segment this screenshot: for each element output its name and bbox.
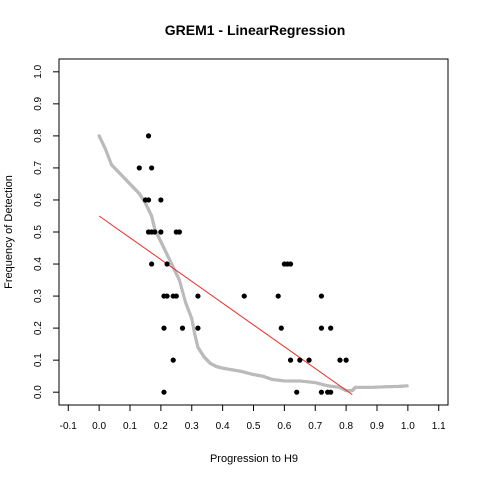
smooth-curve: [97, 134, 409, 393]
x-tick-label: 0.4: [216, 421, 230, 432]
data-point: [241, 293, 247, 299]
y-tick-label: 0.0: [33, 385, 44, 399]
data-point: [287, 357, 294, 363]
y-tick-label: 0.9: [33, 96, 44, 110]
x-tick-label: 0.8: [339, 421, 353, 432]
data-point: [275, 293, 281, 299]
x-tick-label: 0.3: [185, 421, 199, 432]
data-point: [179, 325, 186, 331]
x-tick-label: 1.0: [401, 421, 415, 432]
y-tick-label: 0.2: [33, 321, 44, 335]
data-point: [318, 325, 325, 331]
y-tick-label: 1.0: [33, 64, 44, 78]
x-tick-label: 0.6: [277, 421, 291, 432]
x-axis-label: Progression to H9: [210, 453, 298, 465]
data-point: [152, 229, 158, 235]
y-tick-label: 0.4: [33, 257, 44, 271]
data-point: [158, 197, 164, 203]
y-tick-label: 0.1: [33, 353, 44, 367]
data-point: [195, 293, 201, 299]
data-points: [136, 133, 349, 395]
x-tick-label: 0.0: [92, 421, 106, 432]
y-tick-label: 0.8: [33, 129, 44, 143]
plot-area-frame: [58, 58, 449, 406]
y-axis: 0.0 0.1 0.2 0.3 0.4 0.5 0.6 0.7 0.8 0.9 1.0: [33, 64, 59, 399]
data-point: [173, 293, 179, 299]
data-point: [294, 389, 300, 395]
x-tick-label: -0.1: [60, 421, 78, 432]
x-tick-label: 1.1: [432, 421, 446, 432]
x-axis: -0.1 0.0 0.1 0.2 0.3 0.4 0.5 0.6 0.7 0.8 0.9 1.0 1.1: [60, 405, 446, 432]
data-point: [337, 357, 343, 363]
x-tick-label: 0.9: [370, 421, 384, 432]
data-point: [145, 197, 152, 203]
data-point: [149, 261, 155, 267]
x-tick-label: 0.2: [154, 421, 168, 432]
y-tick-label: 0.3: [33, 289, 44, 303]
y-tick-label: 0.7: [33, 161, 44, 175]
data-point: [161, 389, 167, 395]
data-point: [158, 229, 164, 235]
data-point: [170, 357, 176, 363]
data-point: [145, 133, 152, 139]
data-point: [161, 325, 167, 331]
y-axis-label: Frequency of Detection: [3, 175, 15, 289]
data-point: [306, 357, 312, 363]
data-point: [195, 325, 201, 331]
x-tick-label: 0.5: [247, 421, 261, 432]
data-point: [328, 389, 334, 395]
y-tick-label: 0.6: [33, 193, 44, 207]
regression-line: [98, 215, 353, 396]
data-point: [278, 325, 284, 331]
data-point: [164, 293, 170, 299]
data-point: [328, 325, 334, 331]
y-tick-label: 0.5: [33, 225, 44, 239]
x-tick-label: 0.7: [308, 421, 322, 432]
smooth-point: [405, 384, 409, 388]
data-point: [343, 357, 349, 363]
data-point: [318, 293, 325, 299]
regression-line-group: [98, 215, 353, 396]
data-point: [149, 165, 155, 171]
chart-title: GREM1 - LinearRegression: [165, 22, 346, 38]
data-point: [136, 165, 142, 171]
data-point: [318, 389, 325, 395]
data-point: [297, 357, 303, 363]
x-tick-label: 0.1: [123, 421, 137, 432]
data-point: [164, 261, 170, 267]
data-point: [287, 261, 294, 267]
data-point: [176, 229, 183, 235]
